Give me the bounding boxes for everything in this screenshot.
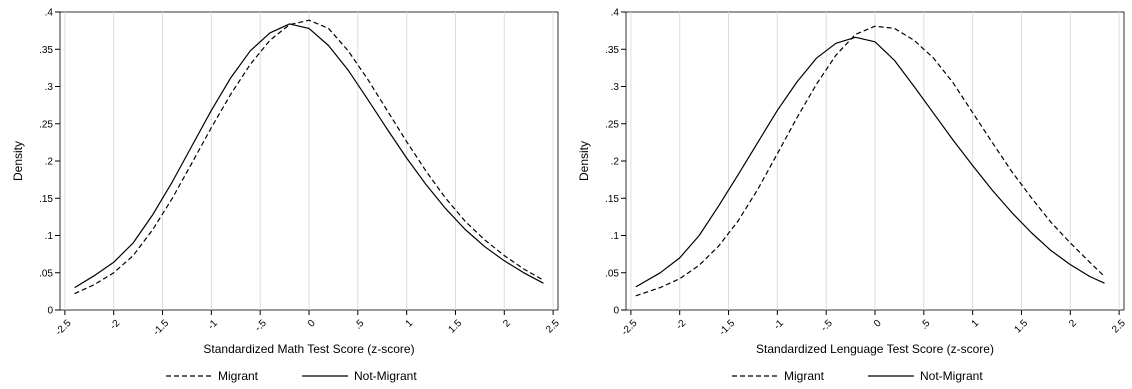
y-tick-label: .25: [605, 119, 619, 130]
x-tick-label: -2: [108, 318, 122, 332]
x-axis-title: Standardized Lenguage Test Score (z-scor…: [756, 342, 994, 356]
x-tick-label: 1: [970, 318, 982, 330]
math-density-chart: -2.5 -2 -1.5 -1 -.5 0 .5 1 1.5 2 2.5 0 .05 .1 .15 .2 .25…: [11, 8, 562, 384]
legend-label-not-migrant: Not-Migrant: [920, 369, 983, 383]
series-line-migrant: [74, 19, 544, 295]
y-axis-title: Density: [577, 141, 591, 181]
y-tick-label: .05: [39, 268, 53, 279]
density-chart-svg: -2.5 -2 -1.5 -1 -.5 0 .5 1 1.5 2 2.5 0 .05 .1 .15 .2 .25…: [11, 8, 562, 384]
series-line-not-migrant: [74, 23, 544, 289]
y-tick-label: .3: [45, 82, 54, 93]
x-tick-label: 1.5: [1013, 318, 1031, 336]
y-axis-title: Density: [11, 141, 25, 181]
legend-label-migrant: Migrant: [218, 369, 259, 383]
legend-label-migrant: Migrant: [784, 369, 825, 383]
x-tick-label: 2.5: [1110, 318, 1128, 336]
y-tick-label: .4: [611, 8, 620, 19]
y-tick-label: .4: [45, 8, 54, 19]
x-tick-label: 0: [306, 318, 318, 330]
y-tick-label: .15: [605, 194, 619, 205]
x-tick-label: -2.5: [620, 318, 640, 338]
y-tick-label: .2: [611, 157, 620, 168]
x-tick-label: -1: [206, 318, 220, 332]
y-tick-label: .25: [39, 119, 53, 130]
x-tick-label: 1: [404, 318, 416, 330]
y-tick-label: .1: [45, 231, 54, 242]
x-axis-title: Standardized Math Test Score (z-score): [203, 342, 414, 356]
y-tick-label: .05: [605, 268, 619, 279]
x-tick-label: -1.5: [717, 318, 737, 338]
y-tick-label: .15: [39, 194, 53, 205]
x-tick-label: 2.5: [544, 318, 562, 336]
x-tick-label: 2: [1067, 318, 1079, 330]
y-tick-label: 0: [47, 306, 53, 317]
x-tick-label: .5: [919, 318, 933, 332]
y-tick-label: 0: [613, 306, 619, 317]
y-tick-label: .2: [45, 157, 54, 168]
x-tick-label: -.5: [819, 318, 835, 334]
x-tick-label: 0: [872, 318, 884, 330]
y-tick-label: .1: [611, 231, 620, 242]
y-tick-label: .35: [605, 45, 619, 56]
density-chart-svg: -2.5 -2 -1.5 -1 -.5 0 .5 1 1.5 2 2.5 0 .05 .1 .15 .2 .25…: [577, 8, 1128, 384]
x-tick-label: -2.5: [54, 318, 74, 338]
x-tick-label: .5: [353, 318, 367, 332]
language-density-chart: -2.5 -2 -1.5 -1 -.5 0 .5 1 1.5 2 2.5 0 .05 .1 .15 .2 .25…: [566, 0, 1132, 389]
x-tick-label: -.5: [253, 318, 269, 334]
x-tick-label: 2: [501, 318, 513, 330]
legend-label-not-migrant: Not-Migrant: [354, 369, 417, 383]
y-tick-label: .3: [611, 82, 620, 93]
x-tick-label: -2: [674, 318, 688, 332]
x-tick-label: -1.5: [151, 318, 171, 338]
y-tick-label: .35: [39, 45, 53, 56]
x-tick-label: 1.5: [447, 318, 465, 336]
x-tick-label: -1: [772, 318, 786, 332]
series-line-migrant: [635, 25, 1105, 297]
series-line-not-migrant: [635, 36, 1105, 288]
